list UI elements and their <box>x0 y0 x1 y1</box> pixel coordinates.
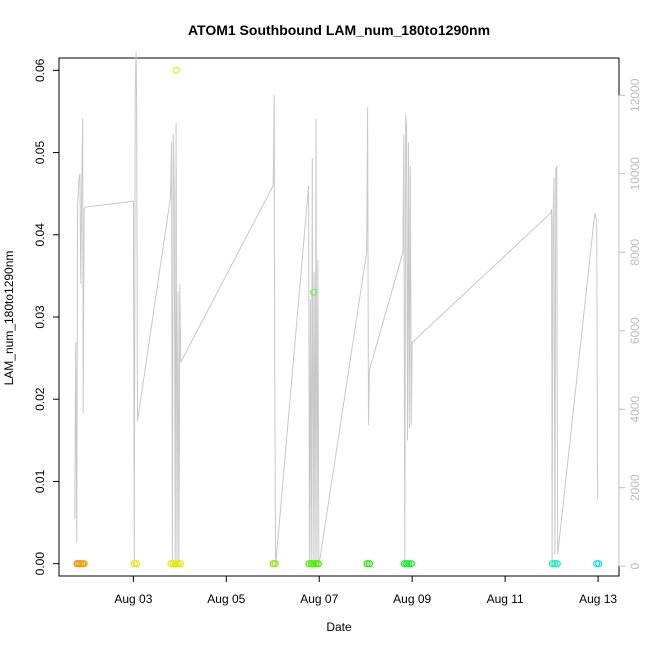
x-tick-label: Aug 11 <box>487 592 524 606</box>
y2-tick-label: 2000 <box>628 474 642 501</box>
chart-title: ATOM1 Southbound LAM_num_180to1290nm <box>188 22 490 38</box>
y-tick-label: 0.01 <box>33 469 47 493</box>
x-tick-label: Aug 09 <box>393 592 431 606</box>
data-point <box>407 560 415 568</box>
y2-axis: 0 2000 4000 6000 8000 10000 12000 <box>618 78 642 570</box>
data-point <box>176 560 184 568</box>
x-axis-label: Date <box>326 620 352 634</box>
y2-tick-label: 4000 <box>628 396 642 423</box>
data-point <box>307 560 315 568</box>
y-axis-label: LAM_num_180to1290nm <box>2 251 16 386</box>
y-tick-label: 0.05 <box>33 141 47 165</box>
data-point <box>594 560 603 568</box>
y-tick-label: 0.04 <box>33 223 47 247</box>
data-point <box>365 560 373 568</box>
x-axis: Aug 03 Aug 05 Aug 07 Aug 09 Aug 11 Aug 13 <box>114 575 617 606</box>
data-point <box>172 66 180 74</box>
data-point <box>363 560 371 568</box>
y-tick-label: 0.06 <box>33 58 47 82</box>
data-point <box>553 560 561 568</box>
data-point <box>310 560 318 568</box>
data-point <box>405 560 413 568</box>
data-point <box>174 560 182 568</box>
data-point <box>400 560 408 568</box>
y-axis: 0.00 0.01 0.02 0.03 0.04 0.05 0.06 <box>33 58 60 576</box>
data-point <box>551 560 559 568</box>
y2-tick-label: 12000 <box>628 78 642 112</box>
data-point <box>312 560 320 568</box>
data-point <box>172 560 180 568</box>
data-point <box>403 560 411 568</box>
plot-area-border <box>58 57 620 577</box>
data-point <box>271 560 279 568</box>
y2-tick-label: 6000 <box>628 317 642 344</box>
data-point <box>548 560 557 568</box>
x-tick-label: Aug 13 <box>579 592 617 606</box>
point-series-layer <box>73 66 603 568</box>
data-point <box>167 560 175 568</box>
data-point <box>305 560 313 568</box>
x-tick-label: Aug 03 <box>114 592 152 606</box>
data-point <box>80 560 88 568</box>
data-point <box>310 288 318 296</box>
y2-tick-label: 10000 <box>628 157 642 191</box>
y-tick-label: 0.02 <box>33 387 47 411</box>
x-tick-label: Aug 05 <box>207 592 245 606</box>
data-point <box>314 560 322 568</box>
line-series-trace <box>74 52 599 567</box>
y2-tick-label: 0 <box>628 563 642 570</box>
x-tick-label: Aug 07 <box>300 592 338 606</box>
data-point <box>169 560 177 568</box>
y-tick-label: 0.03 <box>33 305 47 329</box>
y-tick-label: 0.00 <box>33 552 47 576</box>
data-point <box>133 560 141 568</box>
data-point <box>130 560 138 568</box>
y2-tick-label: 8000 <box>628 239 642 266</box>
line-series-layer <box>74 52 599 567</box>
